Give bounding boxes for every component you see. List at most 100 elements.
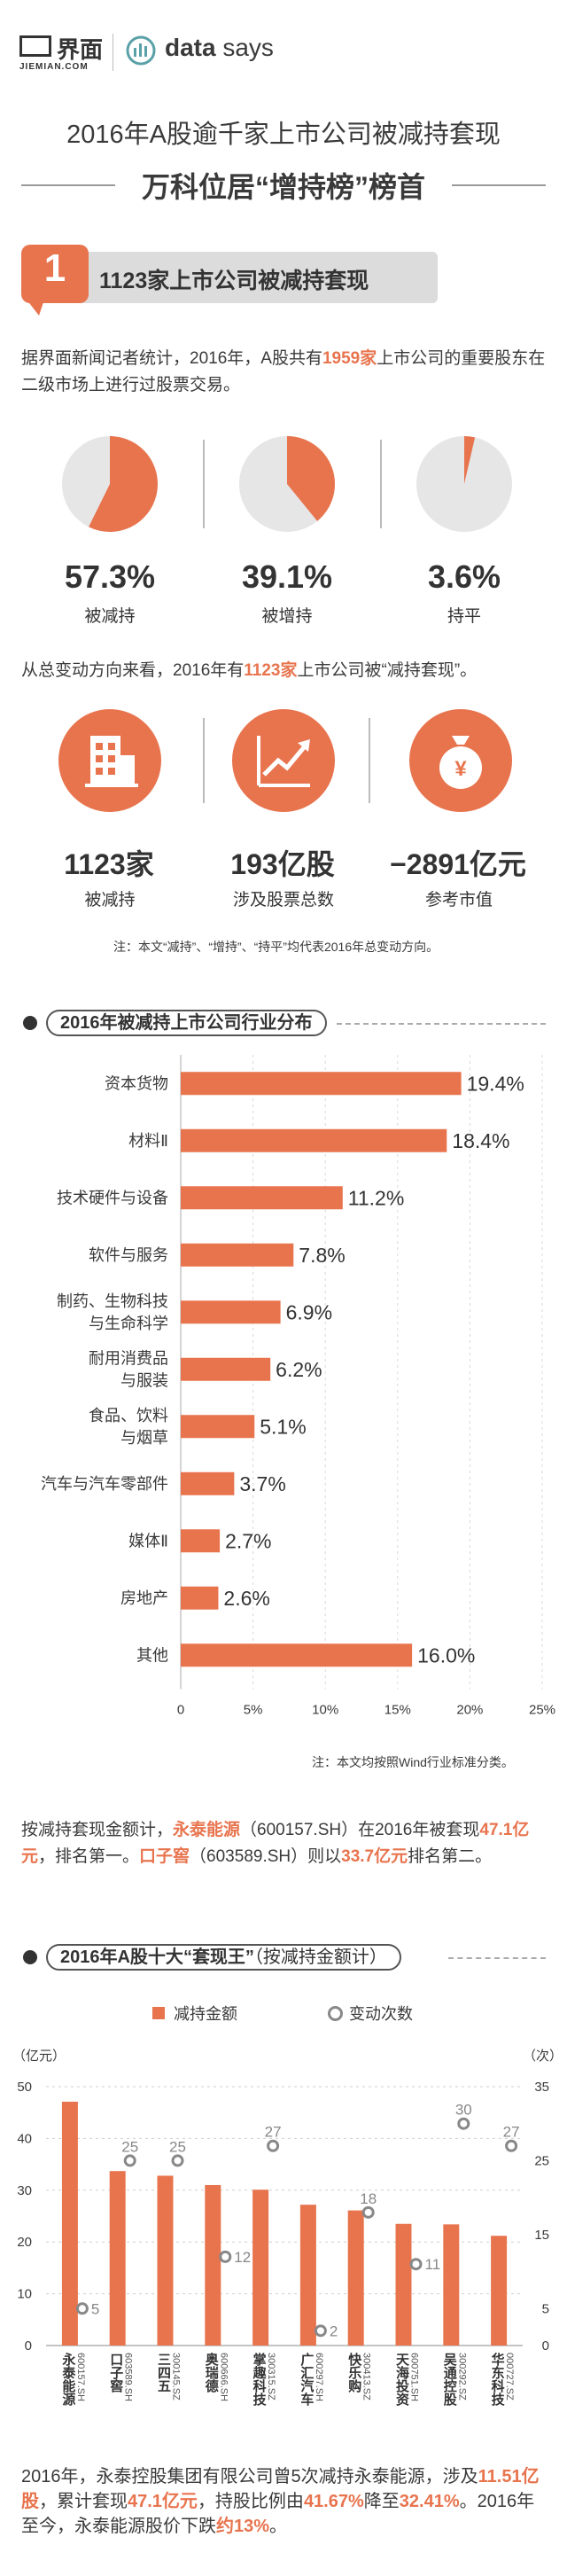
industry-heading: 2016年被减持上市公司行业分布 [46,1010,327,1036]
stat-share-label: 涉及股票总数 [232,891,334,909]
industry-value-label: 18.4% [452,1129,509,1152]
amount-bar [299,2205,316,2346]
count-value-label: 27 [503,2124,520,2141]
x-tick-label: 5% [244,1703,263,1718]
company-label-group: 华东科技 000727.SZ [490,2352,516,2407]
amount-bar [252,2190,269,2346]
right-tick-label: 15 [534,2228,549,2243]
company-label-group: 永泰能源 600157.SH [60,2352,86,2407]
company-code: 300292.SZ [456,2353,467,2400]
stat-divider-2 [369,718,370,803]
jiemian-logo-icon [19,35,51,57]
count-value-label: 12 [234,2249,251,2266]
data-says-logo-icon [126,35,156,66]
building-icon [58,709,161,812]
direction-paragraph: 从总变动方向来看，2016年有1123家上市公司被“减持套现”。 [21,661,478,680]
x-tick-label: 0 [177,1703,184,1718]
industry-value-label: 2.6% [223,1587,269,1610]
left-axis-unit: （亿元） [12,2049,66,2064]
company-name: 奥瑞德 [204,2352,219,2393]
right-tick-label: 25 [534,2153,549,2168]
title-rule-left [21,184,115,186]
company-name: 吴通控股 [442,2353,457,2407]
industry-category-label: 资本货物 [105,1074,168,1092]
count-value-label: 30 [455,2102,472,2119]
pie-increased-pct: 39.1% [241,558,333,595]
industry-category-label: 软件与服务 [89,1246,168,1264]
definition-note: 注：本文“减持”、“增持”、“持平”均代表2016年总变动方向。 [113,940,439,954]
amount-bar [443,2224,460,2346]
svg-text:¥: ¥ [454,757,467,781]
company-code: 600297.SH [314,2353,324,2401]
x-tick-label: 25% [529,1703,555,1718]
industry-value-label: 3.7% [239,1472,285,1495]
legend-count-label: 变动次数 [349,2005,413,2023]
company-name: 口子窖 [108,2353,123,2393]
industry-category-label: 与烟草 [120,1429,168,1447]
section1-number: 1 [43,246,66,290]
pie-flat [416,436,512,532]
industry-category-label: 食品、饮料 [89,1407,168,1425]
section1-title: 1123家上市公司被减持套现 [99,269,369,293]
count-value-label: 2 [330,2322,338,2339]
company-name: 快乐购 [346,2352,361,2393]
industry-category-label: 与服装 [120,1371,168,1389]
pie-flat-label: 持平 [447,607,481,626]
stat-market-label: 参考市值 [424,891,493,909]
industry-bar [181,1072,462,1096]
left-tick-label: 40 [17,2131,32,2146]
industry-value-label: 2.7% [225,1529,271,1552]
company-code: 300315.SZ [266,2353,276,2400]
section1-badge [21,245,89,303]
industry-bar [181,1186,343,1210]
x-tick-label: 10% [312,1703,338,1718]
industry-value-label: 6.9% [286,1300,332,1323]
industry-chart: 0 5% 10% 15% 20% 25% 资本货物 19.4% 材料Ⅱ 18.4% 技术硬件与设备 1… [41,1055,555,1718]
company-name: 永泰能源 [60,2352,76,2407]
data-says-logo-text: data says [165,34,274,61]
right-tick-label: 5 [542,2301,549,2316]
industry-value-label: 16.0% [417,1643,475,1667]
company-code: 000727.SZ [504,2353,515,2400]
count-value-label: 11 [425,2256,441,2273]
section1-badge-tail [27,300,44,316]
legend-count-marker [328,2006,343,2021]
amount-bar [109,2171,126,2346]
industry-category-label: 其他 [136,1646,168,1664]
right-tick-label: 0 [542,2338,549,2354]
stat-divider-1 [203,718,205,803]
industry-category-label: 材料Ⅱ [128,1132,168,1150]
industry-value-label: 19.4% [467,1072,524,1095]
industry-bar [181,1471,235,1495]
amount-bar [61,2101,78,2346]
industry-value-label: 11.2% [348,1186,405,1209]
industry-category-label: 耐用消费品 [89,1349,168,1367]
top10-heading-dot [23,1950,37,1964]
brand-name: 界面 [57,36,104,63]
left-tick-label: 10 [17,2287,32,2302]
pie-slice [287,436,335,521]
industry-heading-dot [23,1016,37,1030]
company-name: 掌趣科技 [252,2352,268,2407]
left-tick-label: 0 [25,2338,32,2354]
summary-paragraph: 按减持套现金额计，永泰能源（600157.SH）在2016年被套现47.1亿元，… [21,1821,530,1866]
stat-reduced-label: 被减持 [84,891,136,909]
count-value-label: 18 [360,2190,377,2207]
industry-category-label: 制药、生物科技 [57,1292,168,1310]
industry-category-label: 汽车与汽车零部件 [41,1475,168,1493]
brand-sub: JIEMIAN.COM [19,62,89,72]
left-tick-label: 50 [17,2080,32,2095]
count-marker [505,2139,518,2152]
industry-bar [181,1586,219,1610]
amount-bar [347,2210,364,2346]
count-value-label: 27 [265,2124,282,2141]
count-value-label: 5 [91,2300,99,2317]
x-tick-label: 15% [384,1703,411,1718]
company-label-group: 快乐购 300413.SZ [346,2352,372,2400]
company-code: 300413.SZ [361,2353,372,2400]
count-marker [267,2139,280,2152]
left-tick-label: 30 [17,2183,32,2198]
industry-value-label: 5.1% [260,1415,306,1438]
pie-divider-2 [380,440,382,528]
industry-bar [181,1243,294,1267]
